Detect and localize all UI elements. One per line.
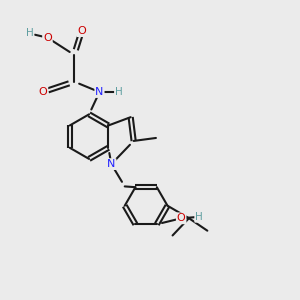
Text: O: O xyxy=(77,26,86,36)
Text: H: H xyxy=(26,28,34,38)
Text: O: O xyxy=(43,33,52,43)
Text: O: O xyxy=(177,213,186,223)
Text: N: N xyxy=(95,87,104,97)
Text: H: H xyxy=(195,212,203,222)
Text: O: O xyxy=(39,87,47,97)
Text: H: H xyxy=(115,87,123,97)
Text: N: N xyxy=(107,159,116,169)
